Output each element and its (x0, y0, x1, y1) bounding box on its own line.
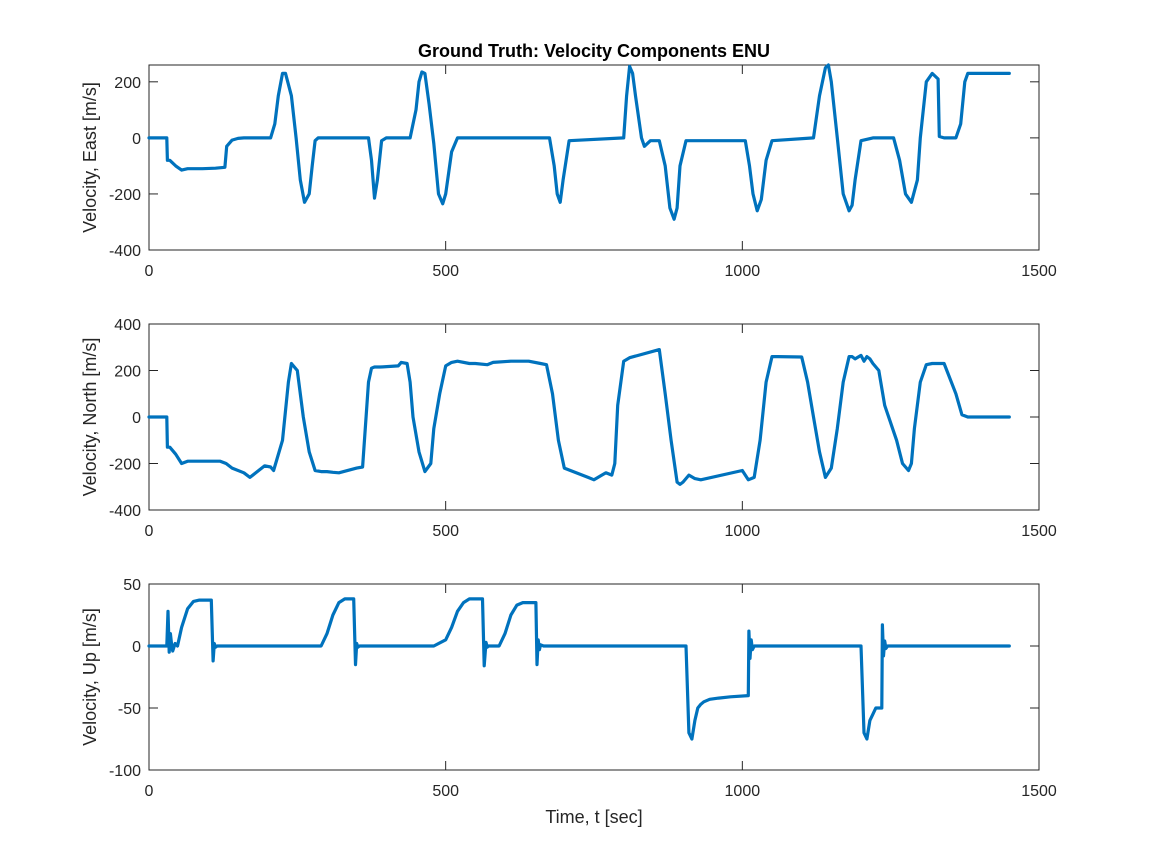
y-tick-label: 200 (114, 75, 141, 92)
x-tick-label: 1500 (1021, 523, 1057, 540)
plot-up: 0 500 1000 1500 -100 -50 0 50 Velocity, Up [m/… (80, 577, 1057, 827)
plot-north: 0 500 1000 1500 -400 -200 0 200 400 Velocity, N… (80, 317, 1057, 540)
y-ticks-east: -400 -200 0 200 (109, 75, 1039, 260)
series-line-east (147, 63, 1011, 221)
plot-area-east (148, 64, 1040, 251)
x-tick-label: 0 (145, 783, 154, 800)
x-tick-label: 0 (145, 263, 154, 280)
x-tick-label: 1500 (1021, 263, 1057, 280)
y-tick-label: -100 (109, 763, 141, 780)
y-tick-label: 400 (114, 317, 141, 334)
y-tick-label: -400 (109, 503, 141, 520)
x-axis-label: Time, t [sec] (545, 807, 642, 827)
y-tick-label: -200 (109, 457, 141, 474)
y-tick-label: -200 (109, 187, 141, 204)
x-tick-label: 500 (432, 263, 459, 280)
x-ticks-north: 0 500 1000 1500 (145, 324, 1057, 540)
y-axis-label-north: Velocity, North [m/s] (80, 338, 100, 497)
y-axis-label-east: Velocity, East [m/s] (80, 82, 100, 233)
x-tick-label: 0 (145, 523, 154, 540)
x-tick-label: 1000 (725, 263, 761, 280)
y-tick-label: -400 (109, 243, 141, 260)
y-tick-label: 0 (132, 410, 141, 427)
x-tick-label: 500 (432, 523, 459, 540)
x-tick-label: 1500 (1021, 783, 1057, 800)
y-tick-label: 200 (114, 364, 141, 381)
x-tick-label: 1000 (725, 783, 761, 800)
chart-title: Ground Truth: Velocity Components ENU (418, 41, 770, 61)
y-tick-label: 0 (132, 131, 141, 148)
series-line-north (147, 348, 1011, 486)
y-ticks-up: -100 -50 0 50 (109, 577, 1039, 780)
series-line-up (147, 597, 1011, 741)
y-ticks-north: -400 -200 0 200 400 (109, 317, 1039, 520)
y-tick-label: 50 (123, 577, 141, 594)
x-tick-label: 1000 (725, 523, 761, 540)
plot-east: 0 500 1000 1500 -400 -200 0 200 Velocity, East… (80, 63, 1057, 280)
plot-area-north (148, 323, 1040, 511)
y-tick-label: 0 (132, 639, 141, 656)
plot-area-up (148, 583, 1040, 771)
y-axis-label-up: Velocity, Up [m/s] (80, 608, 100, 746)
x-tick-label: 500 (432, 783, 459, 800)
y-tick-label: -50 (118, 701, 141, 718)
x-ticks-east: 0 500 1000 1500 (145, 65, 1057, 280)
x-ticks-up: 0 500 1000 1500 (145, 584, 1057, 800)
